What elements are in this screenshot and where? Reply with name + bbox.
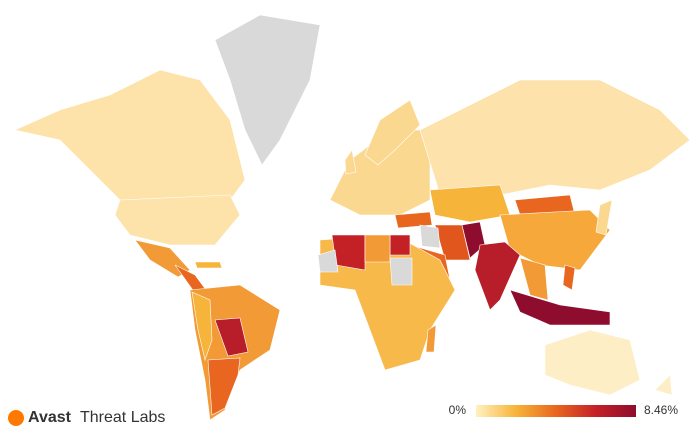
iraq: [419, 224, 441, 249]
africa: [319, 234, 456, 371]
west-africa: [317, 249, 339, 273]
bolivia-paraguay: [214, 317, 249, 357]
egypt: [389, 234, 411, 256]
japan: [595, 199, 613, 236]
legend-scale: [476, 405, 636, 417]
legend: 0% 8.46%: [449, 403, 679, 417]
world-map: [14, 14, 690, 421]
philippines: [562, 264, 576, 291]
india: [474, 241, 521, 311]
sudan: [389, 257, 413, 286]
new-zealand: [654, 374, 673, 396]
uk: [344, 149, 357, 175]
turkey: [394, 211, 433, 229]
iran: [434, 224, 471, 261]
libya: [364, 234, 391, 263]
usa: [114, 194, 241, 246]
russia: [419, 79, 690, 196]
legend-max-label: 8.46%: [644, 403, 678, 417]
central-asia: [429, 184, 511, 223]
europe: [329, 129, 431, 216]
argentina: [207, 357, 241, 416]
canada: [14, 69, 246, 206]
logo-product: Threat Labs: [80, 409, 165, 426]
australia: [544, 329, 641, 396]
caribbean: [194, 261, 223, 269]
logo-icon: [8, 410, 24, 426]
logo: Avast Threat Labs: [8, 409, 165, 426]
greenland: [214, 14, 321, 166]
indochina: [519, 257, 549, 301]
scandinavia: [364, 99, 421, 166]
legend-min-label: 0%: [449, 403, 467, 417]
logo-brand: Avast: [28, 409, 72, 426]
indonesia: [509, 289, 611, 326]
madagascar: [425, 324, 437, 353]
andes: [191, 291, 213, 362]
